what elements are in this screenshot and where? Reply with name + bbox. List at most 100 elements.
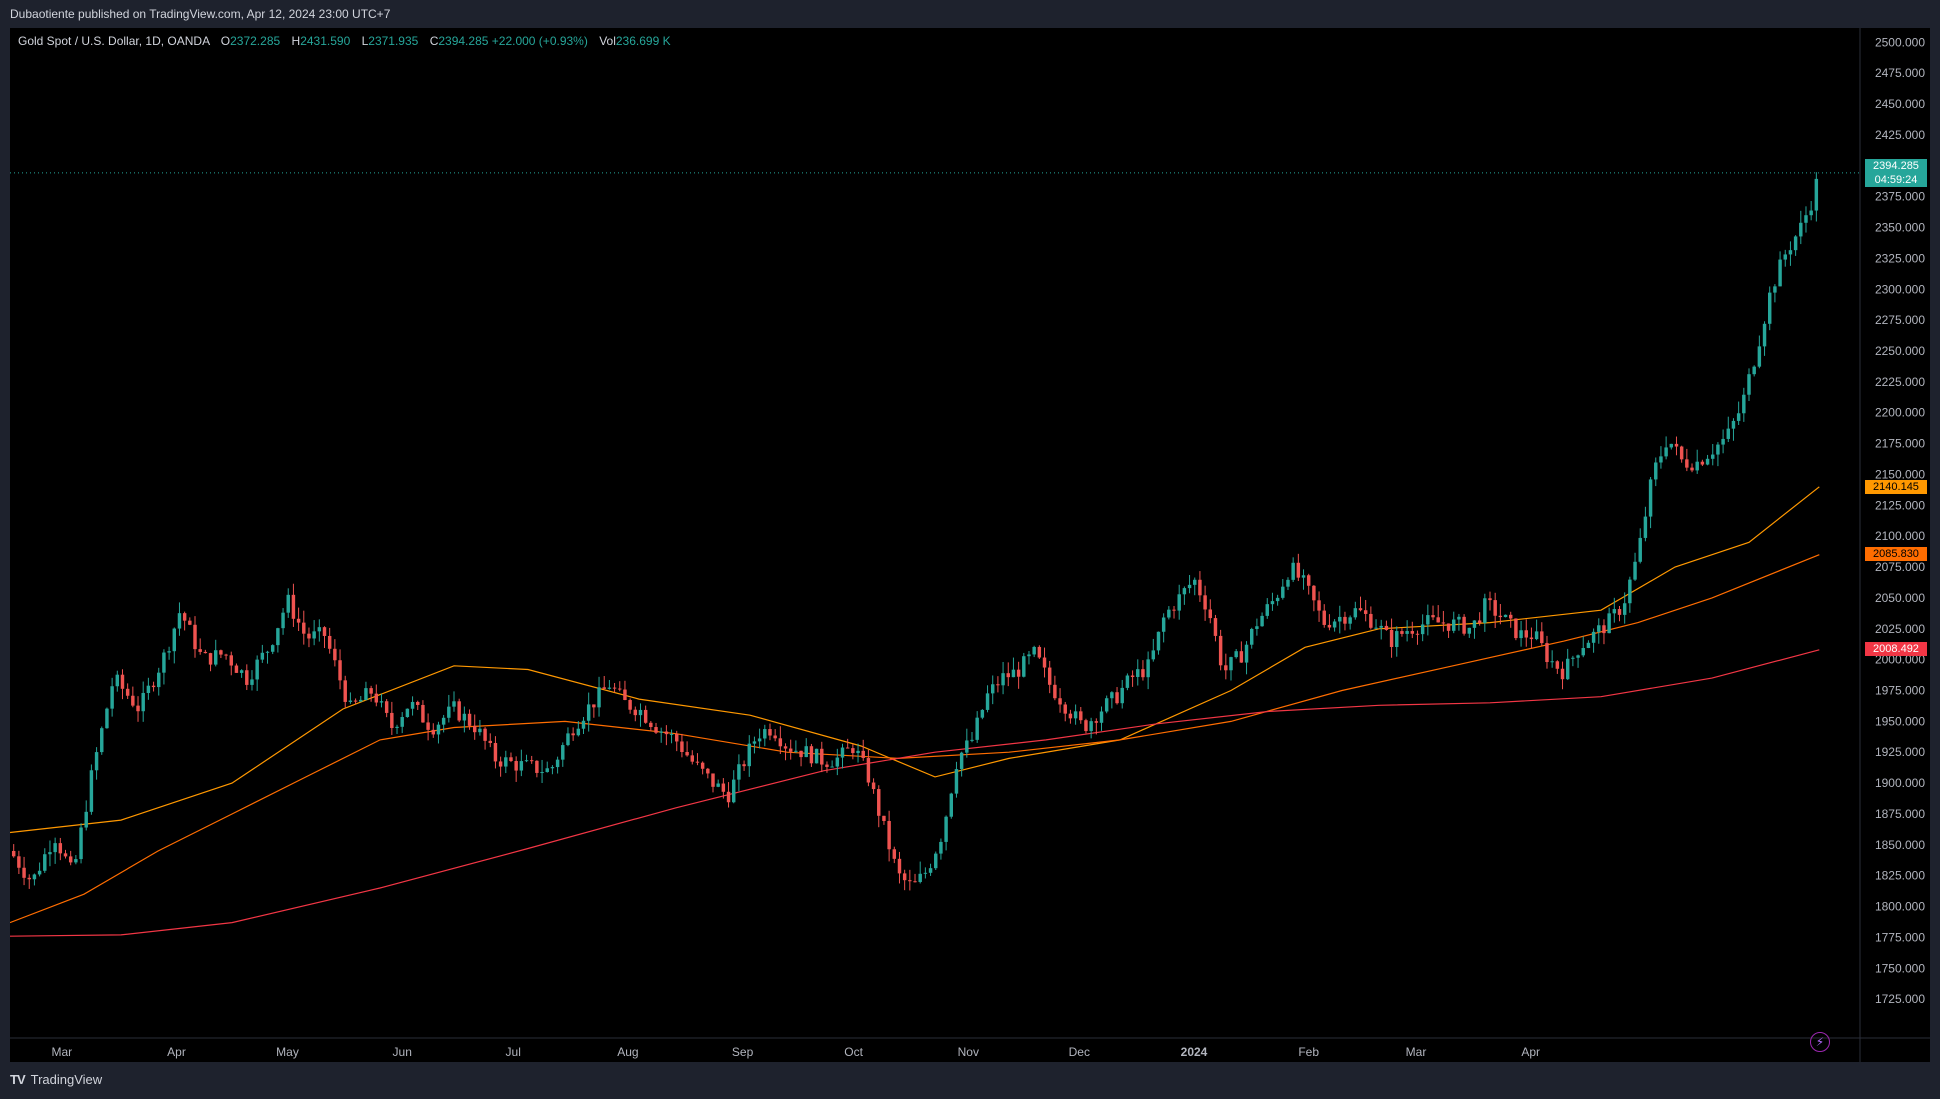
candle-down: [1690, 467, 1694, 471]
candle-up: [1669, 443, 1674, 448]
candle-down: [1327, 624, 1332, 628]
candle-up: [1591, 631, 1596, 643]
candle-down: [1674, 443, 1679, 447]
y-tick-label: 1775.000: [1875, 930, 1925, 944]
candle-down: [866, 758, 871, 783]
candle-up: [1705, 458, 1710, 465]
candle-up: [1622, 603, 1627, 615]
x-tick-label: Jul: [506, 1045, 521, 1059]
candle-up: [669, 733, 674, 735]
close-label: C: [429, 34, 439, 48]
candle-down: [307, 633, 311, 639]
candle-down: [229, 655, 233, 666]
y-tick-label: 2100.000: [1875, 529, 1925, 543]
candle-up: [550, 767, 555, 769]
lightning-icon[interactable]: ⚡: [1810, 1032, 1830, 1052]
chart-area[interactable]: 1725.000 1750.000 1775.000 1800.000 1825.000…: [10, 28, 1930, 1062]
candle-up: [804, 746, 808, 758]
candle-up: [581, 720, 586, 729]
candle-up: [794, 750, 798, 752]
candle-down: [1363, 610, 1368, 614]
candle-up: [1125, 675, 1130, 688]
candle-down: [618, 688, 622, 690]
candle-up: [597, 687, 601, 708]
candle-down: [1540, 631, 1544, 644]
candle-up: [1638, 537, 1642, 562]
candle-up: [1726, 428, 1731, 439]
candle-up: [504, 757, 508, 767]
candle-up: [1338, 616, 1342, 622]
candle-down: [1006, 673, 1010, 678]
candle-down: [1679, 446, 1684, 460]
candle-down: [333, 648, 337, 661]
y-tick-label: 2275.000: [1875, 313, 1925, 327]
symbol-name: Gold Spot / U.S. Dollar, 1D, OANDA: [18, 34, 210, 48]
candle-up: [1255, 626, 1259, 629]
candle-up: [447, 706, 451, 718]
candle-down: [1462, 616, 1466, 634]
candle-up: [1281, 586, 1285, 598]
candle-up: [1565, 658, 1570, 680]
candle-up: [1659, 456, 1663, 463]
candle-up: [1099, 711, 1104, 723]
candle-up: [1193, 579, 1197, 585]
candle-up: [1581, 648, 1585, 656]
candle-up: [524, 760, 529, 762]
candle-down: [1524, 630, 1528, 638]
y-tick-label: 2500.000: [1875, 35, 1925, 49]
candle-down: [1441, 622, 1446, 624]
candle-down: [136, 705, 140, 712]
candle-up: [540, 772, 544, 774]
candle-up: [1001, 673, 1005, 686]
candle-up: [949, 793, 954, 817]
candle-up: [1814, 178, 1819, 211]
candle-down: [892, 849, 897, 859]
price-chart[interactable]: 1725.000 1750.000 1775.000 1800.000 1825.000…: [10, 28, 1930, 1062]
candle-down: [1514, 618, 1518, 639]
candle-up: [1597, 625, 1601, 632]
candle-up: [1426, 615, 1430, 625]
candle-up: [1244, 644, 1249, 663]
candle-down: [851, 748, 855, 754]
candle-down: [711, 773, 715, 787]
countdown-value: 04:59:24: [1874, 173, 1918, 186]
candle-up: [970, 739, 974, 741]
candle-up: [1332, 621, 1337, 628]
candle-down: [768, 729, 772, 736]
candle-down: [188, 620, 192, 625]
candle-up: [1472, 620, 1477, 628]
candle-up: [923, 872, 928, 874]
candle-down: [612, 687, 617, 689]
candle-down: [509, 757, 513, 762]
candle-down: [1312, 585, 1316, 601]
candle-up: [1229, 657, 1233, 671]
candle-up: [1104, 698, 1109, 712]
candle-up: [1804, 215, 1808, 223]
candle-down: [742, 764, 746, 767]
candle-up: [1182, 588, 1187, 595]
candle-down: [726, 791, 731, 803]
candle-up: [359, 699, 363, 702]
candle-down: [897, 858, 902, 874]
y-tick-label: 1750.000: [1875, 961, 1925, 975]
candle-up: [1265, 604, 1269, 616]
y-tick-label: 2175.000: [1875, 437, 1925, 451]
candle-down: [68, 856, 73, 863]
candle-up: [405, 708, 410, 718]
candle-down: [908, 880, 912, 882]
candle-up: [586, 704, 591, 721]
candle-up: [1275, 597, 1280, 602]
candle-up: [250, 679, 254, 685]
candle-up: [462, 713, 467, 721]
candle-up: [934, 853, 938, 869]
candle-up: [270, 645, 275, 652]
candle-down: [649, 722, 653, 728]
candle-up: [607, 687, 612, 689]
candle-up: [1291, 562, 1295, 580]
candle-down: [488, 740, 492, 744]
candle-down: [353, 700, 358, 702]
y-tick-label: 1850.000: [1875, 838, 1925, 852]
candle-up: [545, 768, 549, 773]
candle-up: [1648, 479, 1653, 517]
candle-up: [172, 628, 177, 652]
